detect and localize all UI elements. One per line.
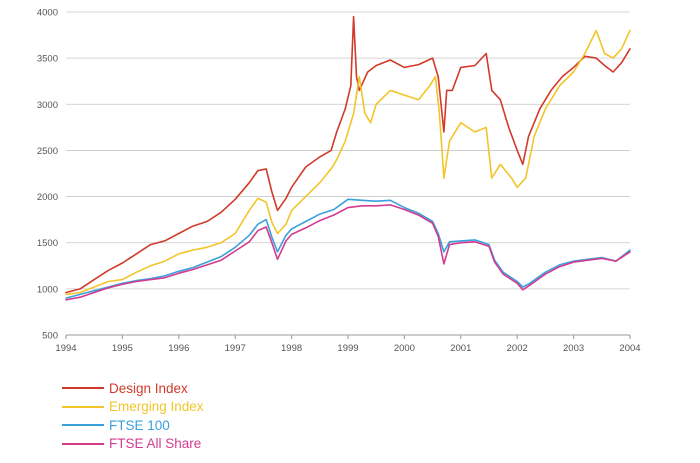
y-tick-label: 3000 bbox=[37, 100, 58, 111]
legend-swatch bbox=[62, 405, 104, 408]
legend-label: FTSE All Share bbox=[109, 436, 202, 452]
x-tick-label: 1998 bbox=[281, 343, 302, 354]
x-tick-label: 1995 bbox=[112, 343, 133, 354]
x-tick-label: 2001 bbox=[450, 343, 471, 354]
series-line bbox=[65, 29, 631, 296]
legend-item-design-index: Design Index bbox=[62, 379, 204, 398]
legend-item-ftse-100: FTSE 100 bbox=[62, 416, 204, 435]
line-chart: 1994 1995 1996 1997 1998 1999 2000 2001 2002 2003… bbox=[37, 8, 641, 355]
series-line bbox=[65, 204, 631, 301]
legend-label: FTSE 100 bbox=[109, 417, 170, 433]
y-tick-label: 2500 bbox=[37, 146, 58, 157]
y-tick-label: 1000 bbox=[37, 284, 58, 295]
legend-item-ftse-all-share: FTSE All Share bbox=[62, 435, 204, 454]
legend-item-emerging-index: Emerging Index bbox=[62, 398, 204, 417]
legend: Design Index Emerging Index FTSE 100 FTS… bbox=[62, 379, 204, 453]
y-tick-label: 3500 bbox=[37, 54, 58, 65]
legend-label: Emerging Index bbox=[109, 399, 204, 415]
y-axis-ticks: 500 1000 1500 2000 2500 3000 3500 4000 bbox=[37, 8, 58, 342]
legend-swatch bbox=[62, 424, 104, 427]
x-tick-label: 2003 bbox=[563, 343, 584, 354]
y-tick-label: 4000 bbox=[37, 8, 58, 19]
x-tick-label: 1997 bbox=[225, 343, 246, 354]
series-lines bbox=[65, 15, 631, 301]
x-tick-label: 2002 bbox=[507, 343, 528, 354]
y-tick-label: 1500 bbox=[37, 238, 58, 249]
x-tick-label: 2004 bbox=[619, 343, 640, 354]
y-tick-label: 2000 bbox=[37, 192, 58, 203]
legend-swatch bbox=[62, 387, 104, 390]
legend-swatch bbox=[62, 442, 104, 445]
x-tick-label: 2000 bbox=[394, 343, 415, 354]
gridlines bbox=[66, 11, 630, 336]
x-tick-label: 1994 bbox=[55, 343, 76, 354]
y-tick-label: 500 bbox=[42, 331, 58, 342]
x-tick-label: 1999 bbox=[337, 343, 358, 354]
x-axis-ticks: 1994 1995 1996 1997 1998 1999 2000 2001 2002 2003… bbox=[55, 335, 641, 354]
x-tick-label: 1996 bbox=[168, 343, 189, 354]
series-line bbox=[65, 15, 631, 294]
legend-label: Design Index bbox=[109, 380, 188, 396]
series-line bbox=[65, 198, 631, 299]
